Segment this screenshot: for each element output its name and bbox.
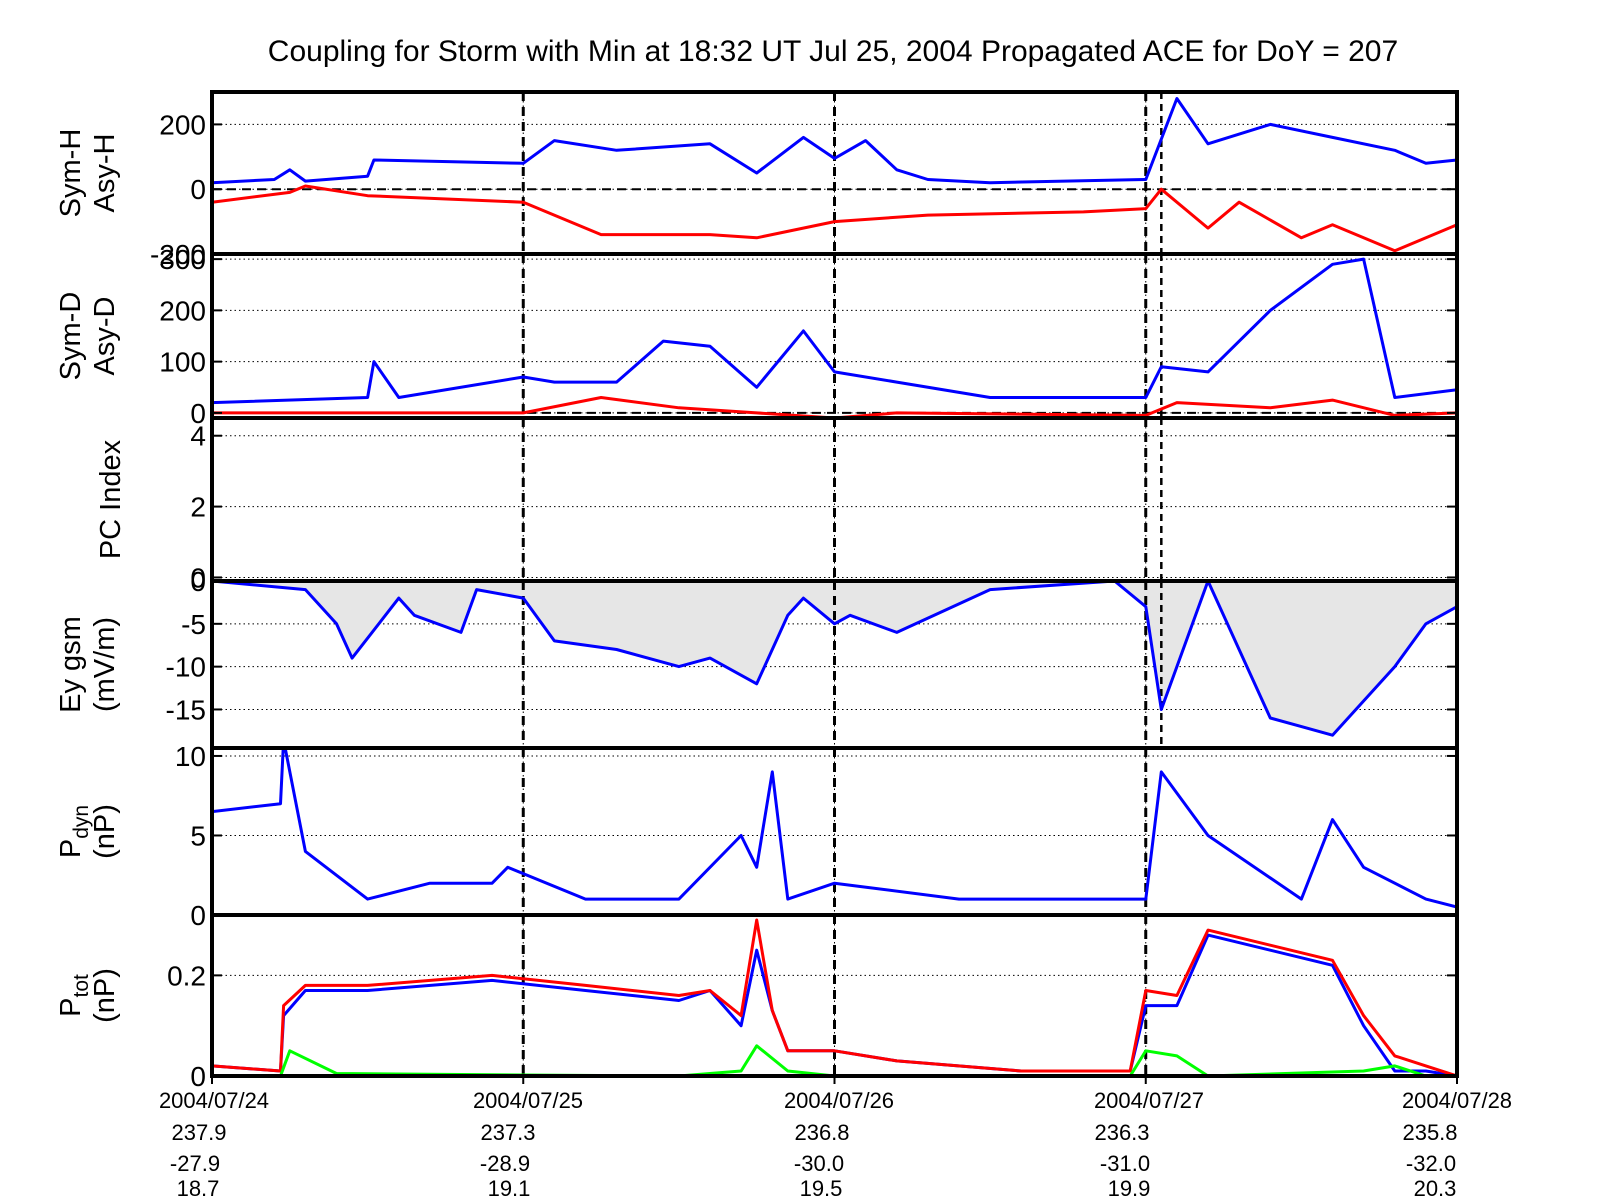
series-1-0-blue [212, 257, 1457, 405]
series-3-0-blue [212, 581, 1457, 737]
panel-0: 200 0 -200 Sym-H Asy-H [55, 90, 1459, 270]
y-axis-label-4-1: (nP) [89, 804, 121, 859]
series-5-1-red [212, 918, 1457, 1076]
x-date-label-4: 2004/07/28 [1402, 1088, 1512, 1113]
panel-2: 4 2 0 PC Index [95, 416, 1459, 593]
y-tick-label-0-0: 200 [159, 109, 206, 140]
x-date-label-3: 2004/07/27 [1094, 1088, 1204, 1113]
x-row4-label-2: 19.5 [800, 1176, 843, 1200]
y-tick-label-2-0: 4 [190, 421, 206, 452]
y-tick-label-5-0: 0.2 [167, 960, 206, 991]
series-5-2-green [212, 1044, 1457, 1076]
x-row4-label-0: 18.7 [177, 1176, 220, 1200]
x-row4-label-4: 20.3 [1414, 1176, 1457, 1200]
y-axis-label-subscript-5: tot [70, 974, 93, 998]
y-tick-label-0-1: 0 [190, 174, 206, 205]
series-1-1-red [212, 396, 1457, 418]
series-0-1-red [212, 184, 1457, 253]
y-axis-label-1-0: Sym-D [55, 292, 87, 381]
panel-1: 300 200 100 0 Sym-D Asy-D [55, 244, 1459, 429]
x-row2-label-2: 236.8 [794, 1120, 849, 1145]
y-tick-label-2-1: 2 [190, 492, 206, 523]
y-tick-label-1-3: 0 [190, 398, 206, 429]
y-tick-label-3-1: -5 [181, 609, 206, 640]
y-tick-label-0-2: -200 [150, 239, 206, 270]
y-axis-label-3-1: (mV/m) [89, 617, 121, 712]
series-0-0-blue [212, 97, 1457, 185]
y-tick-label-2-2: 0 [190, 562, 206, 593]
y-axis-label-5-0: Ptot [55, 974, 93, 1017]
x-axis-labels: 2004/07/24 2004/07/25 2004/07/26 2004/07… [159, 1088, 1512, 1200]
y-tick-label-4-0: 10 [175, 741, 206, 772]
x-date-label-2: 2004/07/26 [784, 1088, 894, 1113]
y-tick-label-3-2: -10 [166, 652, 206, 683]
y-axis-label-0-1: Asy-H [89, 134, 121, 213]
x-row3-label-2: -30.0 [794, 1151, 844, 1176]
x-row4-label-1: 19.1 [488, 1176, 531, 1200]
y-tick-label-5-1: 0 [190, 1061, 206, 1092]
y-tick-label-4-2: 0 [190, 900, 206, 931]
x-row2-label-3: 236.3 [1094, 1120, 1149, 1145]
y-tick-label-4-1: 5 [190, 820, 206, 851]
y-axis-label-4-0: Pdyn [55, 805, 93, 858]
y-axis-label-1-1: Asy-D [89, 297, 121, 376]
y-tick-label-1-0: 300 [159, 244, 206, 275]
x-row4-label-3: 19.9 [1108, 1176, 1151, 1200]
x-row2-label-1: 237.3 [480, 1120, 535, 1145]
y-tick-label-1-2: 100 [159, 347, 206, 378]
panel-3: 0 -5 -10 -15 Ey gsm (mV/m) [55, 566, 1459, 750]
y-axis-label-0-0: Sym-H [55, 129, 87, 218]
panel-4: 10 5 0 Pdyn(nP) [55, 741, 1459, 931]
y-tick-label-3-0: 0 [190, 566, 206, 597]
y-tick-label-3-3: -15 [166, 694, 206, 725]
x-row3-label-3: -31.0 [1100, 1151, 1150, 1176]
y-axis-label-3-0: Ey gsm [55, 616, 87, 713]
x-row2-label-0: 237.9 [171, 1120, 226, 1145]
panel-5: 0.2 0 Ptot(nP) [55, 913, 1459, 1092]
y-tick-label-1-1: 200 [159, 295, 206, 326]
x-row3-label-1: -28.9 [480, 1151, 530, 1176]
y-axis-label-5-1: (nP) [89, 968, 121, 1023]
x-date-label-0: 2004/07/24 [159, 1088, 269, 1113]
x-row2-label-4: 235.8 [1402, 1120, 1457, 1145]
x-row3-label-4: -32.0 [1406, 1151, 1456, 1176]
x-row3-label-0: -27.9 [170, 1151, 220, 1176]
series-4-0-blue [212, 748, 1457, 909]
y-axis-label-2-0: PC Index [95, 439, 127, 559]
x-date-label-1: 2004/07/25 [473, 1088, 583, 1113]
y-axis-label-subscript-4: dyn [70, 805, 93, 839]
chart-title: Coupling for Storm with Min at 18:32 UT … [268, 35, 1398, 68]
